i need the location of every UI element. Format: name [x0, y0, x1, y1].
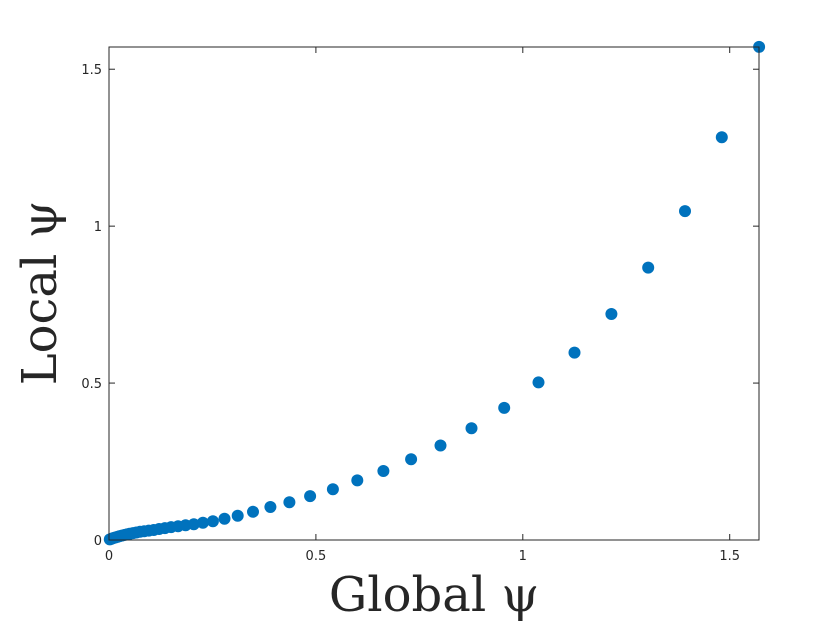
data-point — [679, 205, 691, 218]
data-point — [231, 509, 244, 522]
data-point — [465, 422, 478, 435]
data-point — [642, 261, 655, 274]
data-point — [218, 512, 231, 525]
y-axis-label: Local ψ — [12, 201, 68, 386]
data-point — [206, 515, 219, 528]
data-point — [247, 505, 259, 518]
y-tick-label: 0.5 — [81, 377, 102, 392]
data-point — [568, 346, 581, 359]
data-point — [377, 465, 390, 477]
x-axis-ticks: 0 0.5 1 1.5 — [105, 47, 740, 564]
x-tick-label: 0.5 — [306, 549, 327, 564]
y-tick-label: 0 — [94, 534, 102, 549]
data-point — [405, 453, 418, 466]
y-tick-label: 1 — [94, 220, 102, 235]
data-point — [532, 376, 545, 389]
data-point — [326, 483, 339, 496]
data-point — [715, 131, 728, 144]
x-tick-label: 1.5 — [719, 549, 740, 564]
data-point — [605, 308, 618, 320]
data-point — [187, 518, 200, 531]
data-points — [103, 40, 766, 546]
data-point — [498, 401, 511, 414]
data-point — [264, 501, 277, 513]
x-axis-label: Global ψ — [329, 567, 539, 623]
data-point — [196, 516, 209, 529]
data-point — [434, 439, 447, 452]
axes-box — [108, 46, 760, 541]
x-tick-label: 0 — [105, 549, 113, 564]
data-point — [351, 474, 364, 487]
data-point — [304, 490, 317, 503]
plot-area — [109, 47, 759, 540]
y-axis-ticks: 0 0.5 1 1.5 — [81, 63, 759, 549]
data-point — [283, 496, 296, 509]
y-tick-label: 1.5 — [81, 63, 102, 78]
x-tick-label: 1 — [519, 549, 527, 564]
